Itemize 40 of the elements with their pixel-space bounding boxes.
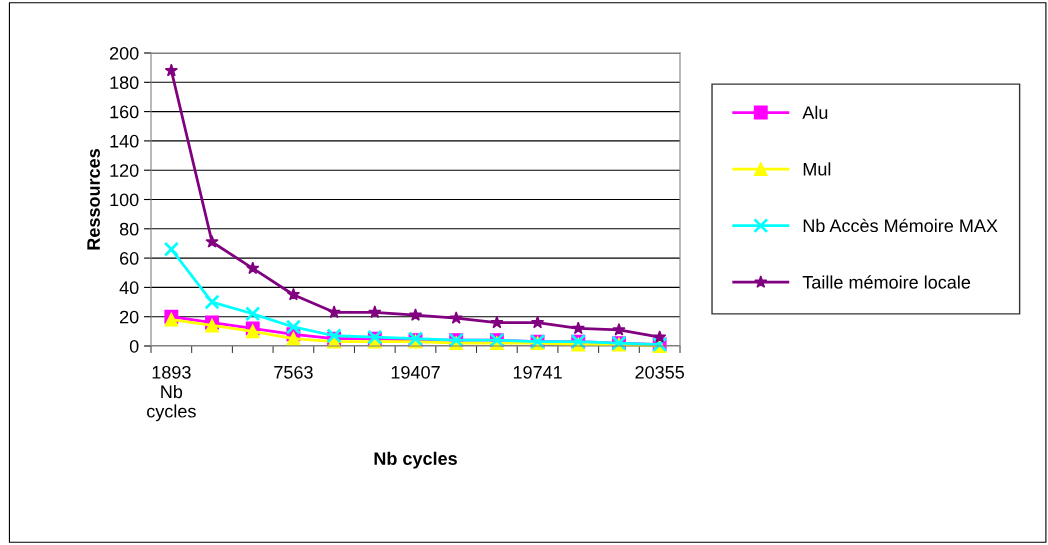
point [204,294,220,310]
point [205,235,219,248]
y-tick-label: 100 [110,193,139,207]
y-tick-label: 140 [110,134,139,148]
point [286,331,301,346]
legend-label: Alu [802,105,828,120]
point [490,315,504,329]
point [286,287,301,301]
legend-label: Mul [803,162,831,176]
x-tick-label: 1893 Nb cycles [147,365,196,422]
x-tick-label: 19741 [513,365,562,379]
y-tick-label: 180 [110,76,139,90]
point [327,305,341,319]
point [449,311,463,324]
legend-label: Nb Accès Mémoire MAX [803,218,998,233]
point [408,308,423,321]
point [246,261,260,275]
x-tick-label: 7563 [274,365,313,379]
point [571,321,585,335]
y-tick-label: 80 [119,222,139,236]
y-axis-title: Ressources [87,149,100,250]
x-tick-label: 20355 [635,365,684,379]
y-tick-label: 200 [109,46,139,60]
x-tick-label: 19407 [391,365,440,379]
x-axis-title: Nb cycles [374,451,457,469]
y-tick-label: 120 [110,164,139,177]
point [368,305,382,319]
point [245,306,261,322]
y-tick-label: 60 [120,252,139,265]
point [530,315,545,329]
point [612,322,626,336]
y-tick-label: 0 [129,339,139,353]
point [285,319,302,335]
y-tick-label: 20 [120,310,139,324]
point [653,330,667,343]
legend-label: Taille mémoire locale [802,275,971,289]
point [164,63,178,77]
point [163,241,179,257]
y-tick-label: 40 [119,281,139,295]
y-tick-label: 160 [110,105,139,119]
